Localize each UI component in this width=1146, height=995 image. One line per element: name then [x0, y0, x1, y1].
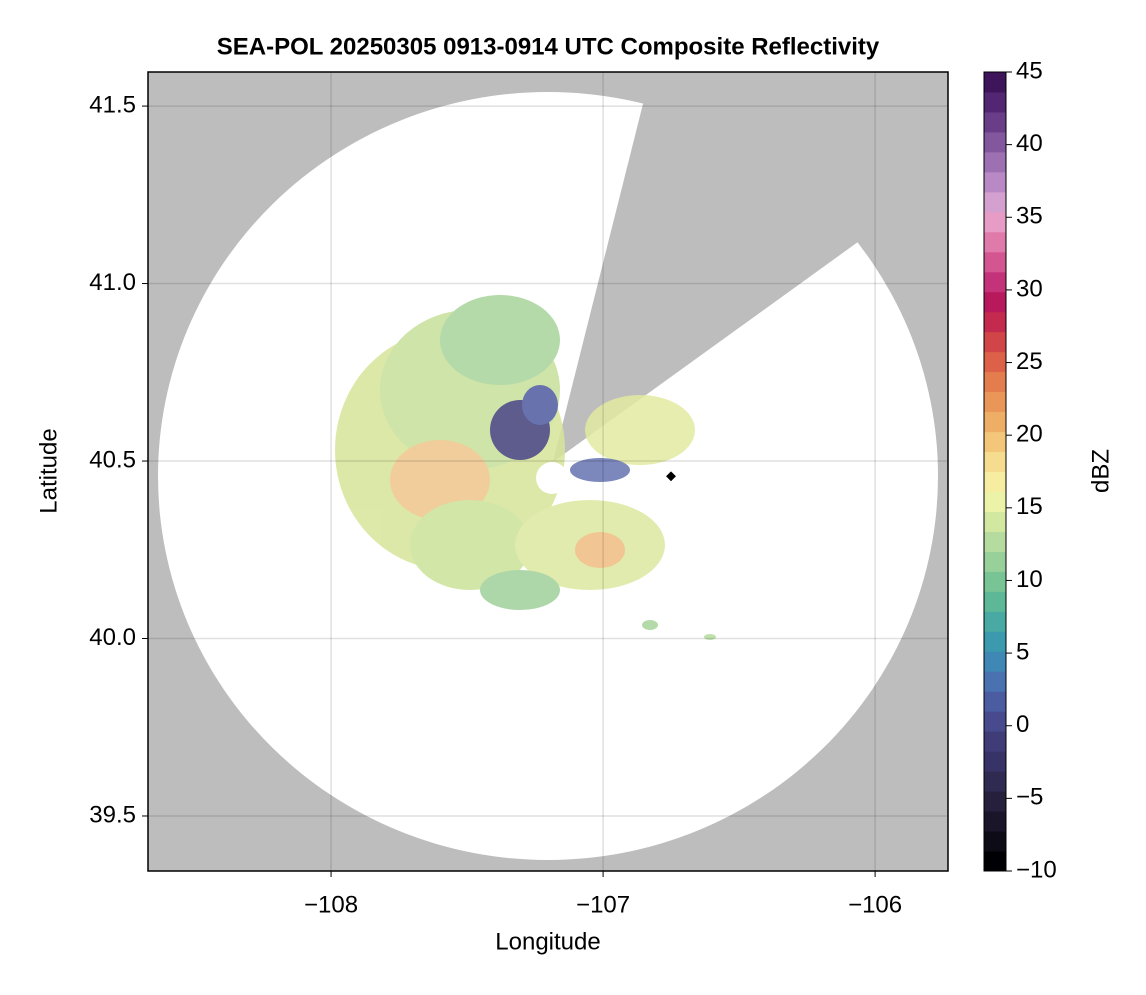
colorbar-tick-label: 10 — [1016, 566, 1043, 593]
colorbar-swatch — [984, 831, 1006, 852]
colorbar-swatch — [984, 851, 1006, 872]
y-tick-label: 41.0 — [89, 269, 136, 296]
colorbar-swatch — [984, 291, 1006, 313]
colorbar-swatch — [984, 691, 1006, 712]
colorbar-tick-label: 35 — [1016, 203, 1043, 230]
colorbar-swatch — [984, 111, 1006, 133]
echo — [480, 570, 560, 610]
colorbar-swatch — [984, 191, 1006, 213]
colorbar-swatch — [984, 731, 1006, 752]
colorbar-tick-label: 20 — [1016, 421, 1043, 448]
colorbar-swatch — [984, 631, 1006, 652]
colorbar-swatch — [984, 551, 1006, 572]
x-axis-label: Longitude — [495, 928, 600, 955]
echo — [522, 385, 558, 425]
colorbar-swatch — [984, 471, 1006, 492]
colorbar-tick-label: 15 — [1016, 493, 1043, 520]
colorbar-swatch — [984, 791, 1006, 812]
echo — [575, 532, 625, 568]
echo — [704, 634, 716, 640]
colorbar-swatch — [984, 211, 1006, 233]
colorbar-label: dBZ — [1087, 449, 1114, 493]
echo — [440, 295, 560, 385]
colorbar-swatch — [984, 171, 1006, 193]
colorbar-swatch — [984, 131, 1006, 153]
colorbar-tick-label: 5 — [1016, 638, 1029, 665]
x-tick-label: −108 — [304, 891, 358, 918]
colorbar-swatch — [984, 811, 1006, 832]
colorbar-swatch — [984, 431, 1006, 453]
colorbar-swatch — [984, 231, 1006, 253]
colorbar-swatch — [984, 151, 1006, 173]
colorbar-swatch — [984, 571, 1006, 592]
colorbar-swatch — [984, 671, 1006, 692]
colorbar-swatch — [984, 771, 1006, 792]
colorbar-tick-label: −10 — [1016, 856, 1057, 883]
radar-site — [666, 471, 676, 482]
colorbar-swatch — [984, 371, 1006, 393]
plot-frame — [147, 71, 949, 872]
y-axis-label: Latitude — [35, 428, 62, 513]
colorbar-swatch — [984, 531, 1006, 552]
colorbar-tick-label: 30 — [1016, 275, 1043, 302]
echo — [642, 620, 658, 630]
colorbar-swatch — [984, 391, 1006, 413]
colorbar-tick-label: 0 — [1016, 711, 1029, 738]
colorbar-frame — [983, 71, 1007, 872]
colorbar-swatch — [984, 271, 1006, 293]
x-tick-label: −106 — [848, 891, 902, 918]
colorbar-swatch — [984, 651, 1006, 672]
y-tick-label: 40.0 — [89, 624, 136, 651]
colorbar-swatch — [984, 491, 1006, 512]
colorbar-swatch — [984, 331, 1006, 353]
y-tick-label: 40.5 — [89, 446, 136, 473]
colorbar-tick-label: −5 — [1016, 784, 1043, 811]
y-tick-label: 41.5 — [89, 91, 136, 118]
echo — [390, 440, 490, 520]
colorbar-swatch — [984, 751, 1006, 772]
echo — [585, 395, 695, 465]
colorbar-tick-label: 45 — [1016, 57, 1043, 84]
colorbar-swatch — [984, 411, 1006, 433]
colorbar-swatch — [984, 72, 1006, 93]
colorbar-swatch — [984, 251, 1006, 273]
colorbar-swatch — [984, 611, 1006, 632]
colorbar-swatch — [984, 91, 1006, 113]
echo-gap — [536, 462, 568, 494]
colorbar-swatch — [984, 591, 1006, 612]
y-tick-label: 39.5 — [89, 801, 136, 828]
colorbar-swatch — [984, 511, 1006, 532]
colorbar-tick-label: 25 — [1016, 348, 1043, 375]
colorbar-swatch — [984, 711, 1006, 732]
chart-title: SEA-POL 20250305 0913-0914 UTC Composite… — [217, 33, 880, 60]
x-tick-label: −107 — [576, 891, 630, 918]
colorbar-tick-label: 40 — [1016, 130, 1043, 157]
blocked-sector — [553, 72, 948, 462]
radar-echoes — [335, 295, 716, 640]
echo — [570, 458, 630, 482]
echo — [410, 500, 530, 590]
colorbar-swatch — [984, 351, 1006, 373]
colorbar-swatch — [984, 451, 1006, 472]
colorbar-swatch — [984, 311, 1006, 333]
